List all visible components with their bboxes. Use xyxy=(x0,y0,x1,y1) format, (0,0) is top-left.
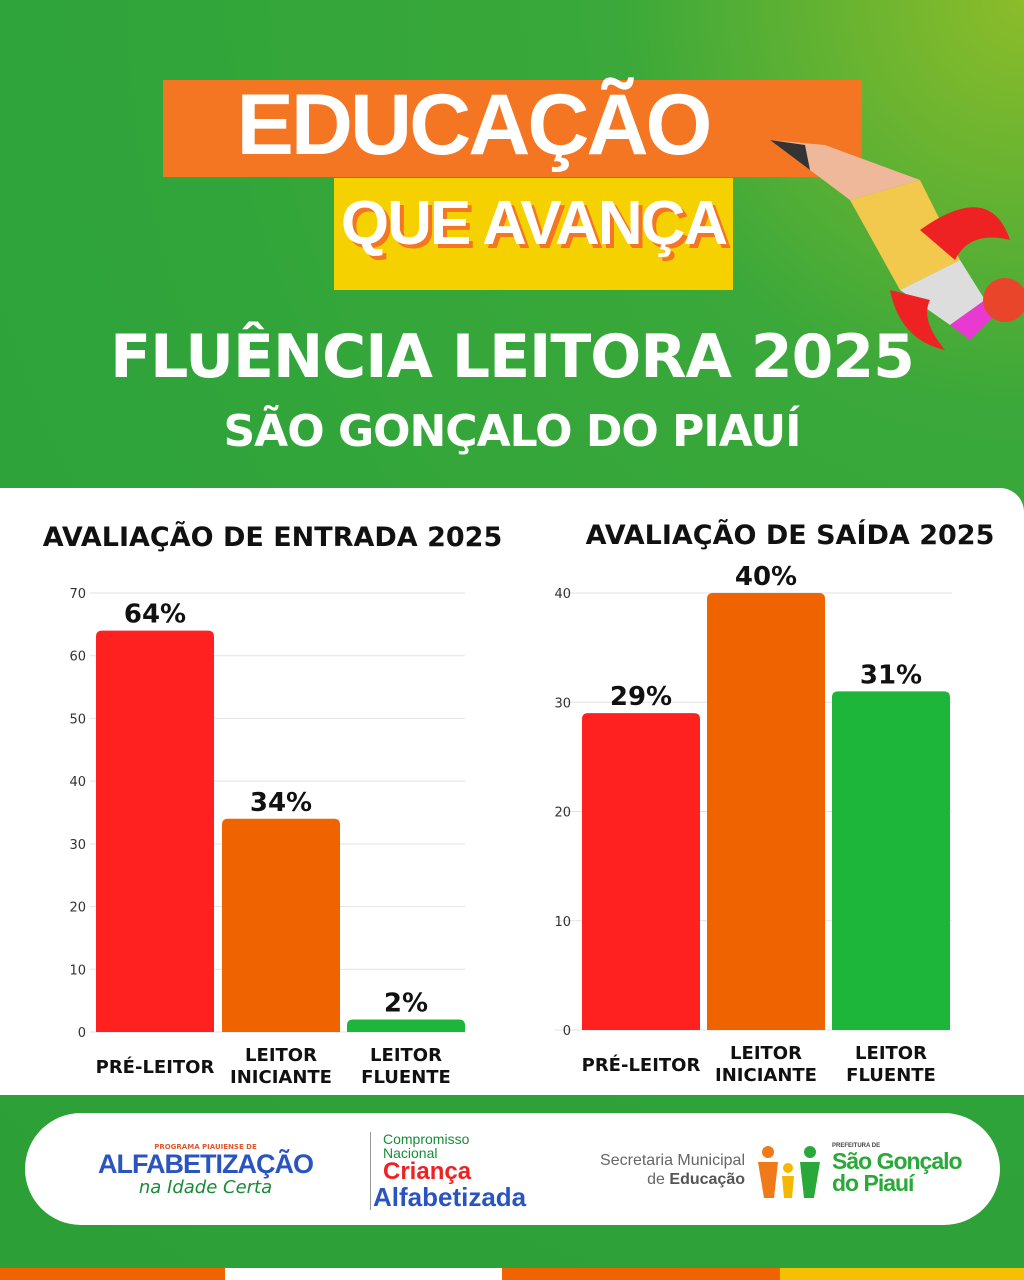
category-label: PRÉ-LEITOR xyxy=(96,1056,215,1078)
data-label: 40% xyxy=(735,562,797,592)
logo-prefeitura-sao-goncalo: PREFEITURA DE São Gonçalo do Piauí xyxy=(832,1142,963,1196)
bar xyxy=(832,691,950,1030)
logo2-line3: Criança xyxy=(383,1158,472,1185)
people-family-icon xyxy=(758,1146,820,1198)
location-heading: SÃO GONÇALO DO PIAUÍ xyxy=(223,406,801,457)
chart-title-saida: AVALIAÇÃO DE SAÍDA 2025 xyxy=(585,520,995,551)
logo3-line2b: Educação xyxy=(669,1171,745,1188)
data-label: 29% xyxy=(610,682,672,712)
category-label: PRÉ-LEITOR xyxy=(582,1054,701,1076)
category-label: LEITOR xyxy=(730,1043,802,1064)
y-tick-label: 40 xyxy=(69,775,86,790)
bottom-strip-orange xyxy=(0,1268,225,1280)
y-tick-label: 70 xyxy=(69,587,86,602)
logo-secretaria-educacao: Secretaria Municipal de Educação xyxy=(560,1151,745,1189)
logo-alfabetizacao-idade-certa: PROGRAMA PIAUIENSE DE ALFABETIZAÇÃO na I… xyxy=(88,1143,323,1198)
bar xyxy=(707,593,825,1030)
page-heading: FLUÊNCIA LEITORA 2025 xyxy=(110,322,915,392)
y-tick-label: 0 xyxy=(563,1024,571,1039)
bottom-strip-yellow xyxy=(780,1268,1024,1280)
chart-entrada: 01020304050607064%PRÉ-LEITOR34%LEITORINI… xyxy=(69,587,465,1088)
logo1-main: ALFABETIZAÇÃO xyxy=(98,1149,314,1179)
data-label: 34% xyxy=(250,788,312,818)
logo2-line4: Alfabetizada xyxy=(373,1182,527,1212)
y-tick-label: 10 xyxy=(554,915,571,930)
y-tick-label: 10 xyxy=(69,963,86,978)
y-tick-label: 30 xyxy=(69,838,86,853)
category-label: INICIANTE xyxy=(230,1067,332,1088)
data-label: 31% xyxy=(860,660,922,690)
category-label: FLUENTE xyxy=(361,1067,451,1088)
logo3-line1: Secretaria Municipal xyxy=(600,1152,745,1169)
subtitle-banner-yellow xyxy=(334,178,733,290)
chart-title-entrada: AVALIAÇÃO DE ENTRADA 2025 xyxy=(42,522,503,553)
y-tick-label: 0 xyxy=(78,1026,86,1041)
data-label: 2% xyxy=(384,988,428,1018)
pencil-rocket-icon xyxy=(770,140,1024,350)
bottom-strip-white xyxy=(225,1268,502,1280)
logo1-sub: na Idade Certa xyxy=(138,1177,273,1198)
category-label: LEITOR xyxy=(370,1045,442,1066)
logo2-line2: Nacional xyxy=(383,1145,438,1161)
bar xyxy=(96,630,214,1032)
y-tick-label: 20 xyxy=(69,901,86,916)
category-label: LEITOR xyxy=(245,1045,317,1066)
bar xyxy=(347,1019,465,1032)
title-banner-orange xyxy=(163,80,862,177)
y-tick-label: 50 xyxy=(69,712,86,727)
category-label: INICIANTE xyxy=(715,1065,817,1086)
bar xyxy=(582,713,700,1030)
banner-title: EDUCAÇÃO xyxy=(236,77,713,173)
bar xyxy=(222,818,340,1032)
logo4-line2: do Piauí xyxy=(832,1170,914,1196)
data-label: 64% xyxy=(124,600,186,630)
y-tick-label: 60 xyxy=(69,650,86,665)
logo4-line1: São Gonçalo xyxy=(832,1148,963,1174)
y-tick-label: 20 xyxy=(554,806,571,821)
category-label: FLUENTE xyxy=(846,1065,936,1086)
y-tick-label: 40 xyxy=(554,587,571,602)
category-label: LEITOR xyxy=(855,1043,927,1064)
logo3-line2a: de xyxy=(647,1171,670,1188)
footer-logos xyxy=(25,1113,1000,1225)
logo2-line1: Compromisso xyxy=(383,1131,470,1147)
y-tick-label: 30 xyxy=(554,696,571,711)
banner-subtitle: QUE AVANÇA xyxy=(340,189,728,258)
logo-crianca-alfabetizada: Compromisso Nacional Criança Alfabetizad… xyxy=(370,1132,526,1210)
chart-saida: 01020304029%PRÉ-LEITOR40%LEITORINICIANTE… xyxy=(554,562,952,1086)
bottom-strip-orange-2 xyxy=(502,1268,780,1280)
logo4-top: PREFEITURA DE xyxy=(832,1143,881,1149)
logo1-top: PROGRAMA PIAUIENSE DE xyxy=(154,1143,257,1151)
